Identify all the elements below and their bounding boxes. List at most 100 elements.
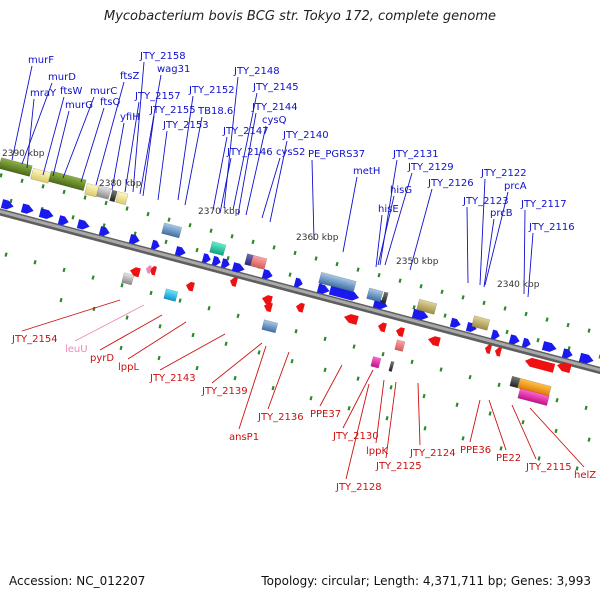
scale-tick	[71, 215, 75, 220]
gene-label-jty-2115: JTY_2115	[525, 462, 572, 473]
reverse-cds-arrow	[378, 322, 387, 333]
scale-tick	[33, 260, 37, 265]
leader-line	[124, 101, 140, 193]
gene-label-prca: prcA	[504, 181, 527, 192]
scale-tick	[377, 272, 381, 278]
gene-label-lppk: lppK	[366, 446, 388, 457]
scale-label-kbp: 2350 kbp	[396, 257, 439, 267]
leader-line	[223, 76, 239, 209]
reverse-cds-arrow	[130, 267, 141, 278]
feature-block	[244, 253, 254, 267]
feature-block	[366, 287, 384, 303]
reverse-cds-arrow	[262, 295, 273, 306]
gene-label-ppe37: PPE37	[310, 409, 341, 420]
leader-line	[379, 159, 398, 266]
forward-cds-arrow	[150, 239, 160, 250]
feature-block	[517, 387, 550, 406]
scale-tick	[461, 436, 465, 441]
feature-block	[509, 375, 521, 389]
scale-label-kbp: 2340 kbp	[497, 280, 540, 290]
gene-label-yfih: yfiH	[120, 112, 140, 123]
gene-label-hisg: hisG	[390, 185, 412, 196]
reverse-cds-arrow	[428, 336, 441, 347]
reverse-cds-arrow	[485, 344, 492, 355]
leader-line	[311, 159, 315, 241]
feature-block	[381, 291, 389, 304]
scale-tick	[195, 247, 199, 253]
scale-tick	[554, 428, 558, 434]
scale-tick	[91, 275, 95, 280]
gene-label-pe-pgrs37: PE_PGRS37	[308, 149, 365, 160]
leader-line	[269, 140, 288, 223]
leader-line	[527, 232, 534, 298]
reverse-cds-arrow	[150, 266, 157, 276]
scale-tick	[226, 256, 230, 261]
scale-tick	[587, 328, 591, 333]
scale-tick	[314, 256, 318, 261]
reverse-cds-arrow	[525, 357, 556, 373]
leader-line	[132, 61, 145, 193]
leader-line	[62, 96, 95, 179]
scale-tick	[423, 426, 427, 431]
gene-label-jty-2140: JTY_2140	[282, 130, 329, 141]
forward-cds-arrow	[0, 199, 14, 210]
gene-label-ftsw: ftsW	[60, 86, 82, 97]
gene-label-ftsq: ftsQ	[100, 97, 120, 108]
scale-tick	[410, 359, 414, 365]
gene-label-jty-2146: JTY_2146	[226, 147, 273, 158]
gene-label-jty-2143: JTY_2143	[149, 373, 196, 384]
gene-label-murf: murF	[28, 55, 54, 66]
leader-line	[219, 157, 232, 214]
scale-tick	[125, 206, 129, 211]
scale-tick	[584, 405, 588, 411]
reverse-cds-arrow	[264, 302, 273, 313]
forward-cds-arrow	[38, 208, 54, 219]
gene-label-jty-2153: JTY_2153	[162, 120, 209, 131]
leader-line	[142, 115, 155, 197]
scale-tick	[120, 283, 124, 288]
gene-label-jty-2148: JTY_2148	[233, 66, 280, 77]
forward-cds-arrow	[201, 253, 211, 264]
scale-tick	[455, 402, 459, 407]
gene-label-ppe36: PPE36	[460, 445, 491, 456]
forward-cds-arrow	[293, 277, 303, 288]
scale-label-kbp: 2370 kbp	[198, 207, 241, 217]
gene-label-cysq: cysQ	[262, 115, 287, 126]
scale-tick	[545, 317, 549, 322]
scale-tick	[598, 354, 600, 359]
leader-line	[319, 364, 343, 407]
leader-line	[238, 345, 267, 430]
leader-line	[184, 116, 203, 206]
forward-cds-arrow	[20, 203, 34, 214]
leader-line	[511, 404, 537, 460]
genome-summary-text: Topology: circular; Length: 4,371,711 bp…	[261, 574, 591, 588]
scale-tick	[381, 351, 385, 357]
feature-block	[471, 315, 491, 331]
leader-line	[523, 209, 526, 295]
reverse-cds-arrow	[557, 362, 572, 374]
gene-label-jty-2129: JTY_2129	[407, 162, 454, 173]
scale-tick	[497, 382, 501, 388]
feature-block	[48, 170, 87, 192]
scale-tick	[236, 313, 240, 319]
gene-label-helz: helZ	[574, 470, 596, 481]
scale-tick	[347, 406, 351, 411]
scale-tick	[567, 346, 571, 351]
gene-label-murg: murG	[65, 100, 93, 111]
leader-line	[529, 407, 585, 468]
gene-label-tb18-6: TB18.6	[197, 106, 233, 117]
leader-line	[375, 214, 383, 268]
reverse-cds-arrow	[186, 281, 195, 292]
gene-label-ansp1: ansP1	[229, 432, 259, 443]
leader-line	[177, 95, 194, 201]
scale-tick	[385, 416, 389, 421]
scale-tick	[356, 376, 360, 381]
label-leader-lines	[11, 61, 585, 480]
scale-tick	[482, 300, 486, 306]
scale-tick	[230, 234, 234, 239]
gene-label-jty-2128: JTY_2128	[335, 482, 382, 493]
scale-tick	[389, 385, 393, 390]
gene-label-hise: hisE	[378, 204, 399, 215]
feature-block	[109, 189, 118, 203]
gene-label-leuu: leuU	[65, 344, 88, 355]
